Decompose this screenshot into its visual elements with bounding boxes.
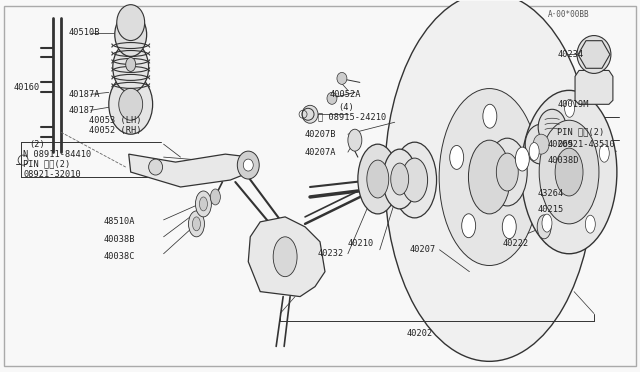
Ellipse shape xyxy=(564,99,575,117)
Ellipse shape xyxy=(586,215,595,233)
Ellipse shape xyxy=(542,214,552,232)
Ellipse shape xyxy=(537,215,551,239)
Text: 40187A: 40187A xyxy=(69,90,100,99)
Text: 40052 (RH): 40052 (RH) xyxy=(89,126,141,135)
Ellipse shape xyxy=(113,42,148,92)
Ellipse shape xyxy=(538,109,566,145)
Ellipse shape xyxy=(577,36,611,73)
Ellipse shape xyxy=(383,149,417,209)
Ellipse shape xyxy=(243,159,253,171)
Text: (2): (2) xyxy=(29,140,45,149)
Text: 40222: 40222 xyxy=(502,239,529,248)
Text: PIN ピン(2): PIN ピン(2) xyxy=(557,128,604,137)
Text: 40234: 40234 xyxy=(557,50,584,59)
Polygon shape xyxy=(129,154,255,187)
Ellipse shape xyxy=(193,217,200,231)
Ellipse shape xyxy=(529,142,539,160)
Polygon shape xyxy=(248,217,325,296)
Ellipse shape xyxy=(119,89,143,120)
Text: 40207B: 40207B xyxy=(305,130,337,139)
Text: 40232: 40232 xyxy=(318,249,344,258)
Ellipse shape xyxy=(116,5,145,41)
Ellipse shape xyxy=(348,129,362,151)
Ellipse shape xyxy=(497,153,518,191)
Text: N 08911-84410: N 08911-84410 xyxy=(23,150,92,158)
Ellipse shape xyxy=(125,58,136,71)
Text: 00921-43510: 00921-43510 xyxy=(557,140,615,149)
Text: 43264: 43264 xyxy=(537,189,563,199)
Text: 40160: 40160 xyxy=(13,83,40,92)
Text: 40510B: 40510B xyxy=(69,28,100,37)
Ellipse shape xyxy=(488,138,527,206)
Text: A·00*00BB: A·00*00BB xyxy=(547,10,589,19)
Ellipse shape xyxy=(195,191,211,217)
Text: 40207: 40207 xyxy=(410,245,436,254)
Ellipse shape xyxy=(302,105,318,123)
Text: 08921-32010: 08921-32010 xyxy=(23,170,81,179)
Ellipse shape xyxy=(211,189,220,205)
Ellipse shape xyxy=(358,144,397,214)
Text: 48510A: 48510A xyxy=(104,217,135,227)
Text: 40265: 40265 xyxy=(547,140,573,149)
Ellipse shape xyxy=(109,74,152,134)
Text: 40038D: 40038D xyxy=(547,155,579,164)
Ellipse shape xyxy=(273,237,297,277)
Ellipse shape xyxy=(525,124,557,164)
Text: 40038B: 40038B xyxy=(104,235,135,244)
Ellipse shape xyxy=(555,148,583,196)
Ellipse shape xyxy=(393,142,436,218)
Ellipse shape xyxy=(461,214,476,238)
Text: 40052A: 40052A xyxy=(330,90,362,99)
Ellipse shape xyxy=(148,159,163,175)
Ellipse shape xyxy=(533,134,549,154)
Polygon shape xyxy=(575,70,613,104)
Ellipse shape xyxy=(439,89,540,266)
Text: 40215: 40215 xyxy=(537,205,563,214)
Ellipse shape xyxy=(521,90,617,254)
Ellipse shape xyxy=(337,73,347,84)
Ellipse shape xyxy=(367,160,388,198)
Ellipse shape xyxy=(502,215,516,239)
Text: 40202: 40202 xyxy=(406,329,433,338)
Text: 40038C: 40038C xyxy=(104,252,135,261)
Text: 40210: 40210 xyxy=(348,239,374,248)
Text: 40053 (LH): 40053 (LH) xyxy=(89,116,141,125)
Ellipse shape xyxy=(402,158,428,202)
Ellipse shape xyxy=(468,140,510,214)
Ellipse shape xyxy=(115,13,147,57)
Ellipse shape xyxy=(327,92,337,104)
Text: 40019M: 40019M xyxy=(557,100,589,109)
Text: Ⓧ 08915-24210: Ⓧ 08915-24210 xyxy=(318,113,387,122)
Text: (4): (4) xyxy=(338,103,354,112)
Ellipse shape xyxy=(237,151,259,179)
Text: 40207A: 40207A xyxy=(305,148,337,157)
Ellipse shape xyxy=(599,144,609,162)
Text: 40187: 40187 xyxy=(69,106,95,115)
Ellipse shape xyxy=(385,0,594,361)
Text: PIN ピン(2): PIN ピン(2) xyxy=(23,160,70,169)
Ellipse shape xyxy=(450,145,463,169)
Ellipse shape xyxy=(189,211,204,237)
Ellipse shape xyxy=(200,197,207,211)
Ellipse shape xyxy=(483,104,497,128)
Ellipse shape xyxy=(391,163,409,195)
Ellipse shape xyxy=(515,147,529,171)
Ellipse shape xyxy=(539,120,599,224)
